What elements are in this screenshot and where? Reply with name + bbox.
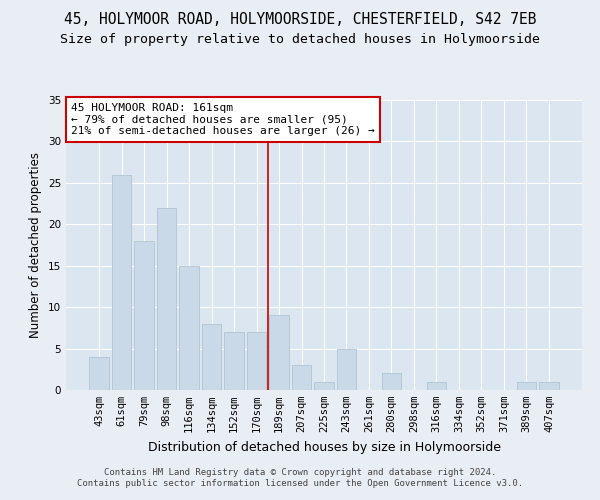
Text: Size of property relative to detached houses in Holymoorside: Size of property relative to detached ho… bbox=[60, 32, 540, 46]
Bar bbox=[337, 348, 356, 390]
Bar bbox=[314, 382, 334, 390]
Bar bbox=[112, 174, 131, 390]
X-axis label: Distribution of detached houses by size in Holymoorside: Distribution of detached houses by size … bbox=[148, 440, 500, 454]
Bar bbox=[382, 374, 401, 390]
Text: Contains HM Land Registry data © Crown copyright and database right 2024.
Contai: Contains HM Land Registry data © Crown c… bbox=[77, 468, 523, 487]
Bar bbox=[292, 365, 311, 390]
Bar bbox=[202, 324, 221, 390]
Bar bbox=[134, 241, 154, 390]
Y-axis label: Number of detached properties: Number of detached properties bbox=[29, 152, 43, 338]
Bar bbox=[179, 266, 199, 390]
Bar bbox=[269, 316, 289, 390]
Text: 45, HOLYMOOR ROAD, HOLYMOORSIDE, CHESTERFIELD, S42 7EB: 45, HOLYMOOR ROAD, HOLYMOORSIDE, CHESTER… bbox=[64, 12, 536, 28]
Bar bbox=[539, 382, 559, 390]
Bar bbox=[247, 332, 266, 390]
Bar bbox=[89, 357, 109, 390]
Bar bbox=[517, 382, 536, 390]
Bar bbox=[157, 208, 176, 390]
Bar bbox=[224, 332, 244, 390]
Bar bbox=[427, 382, 446, 390]
Text: 45 HOLYMOOR ROAD: 161sqm
← 79% of detached houses are smaller (95)
21% of semi-d: 45 HOLYMOOR ROAD: 161sqm ← 79% of detach… bbox=[71, 103, 375, 136]
